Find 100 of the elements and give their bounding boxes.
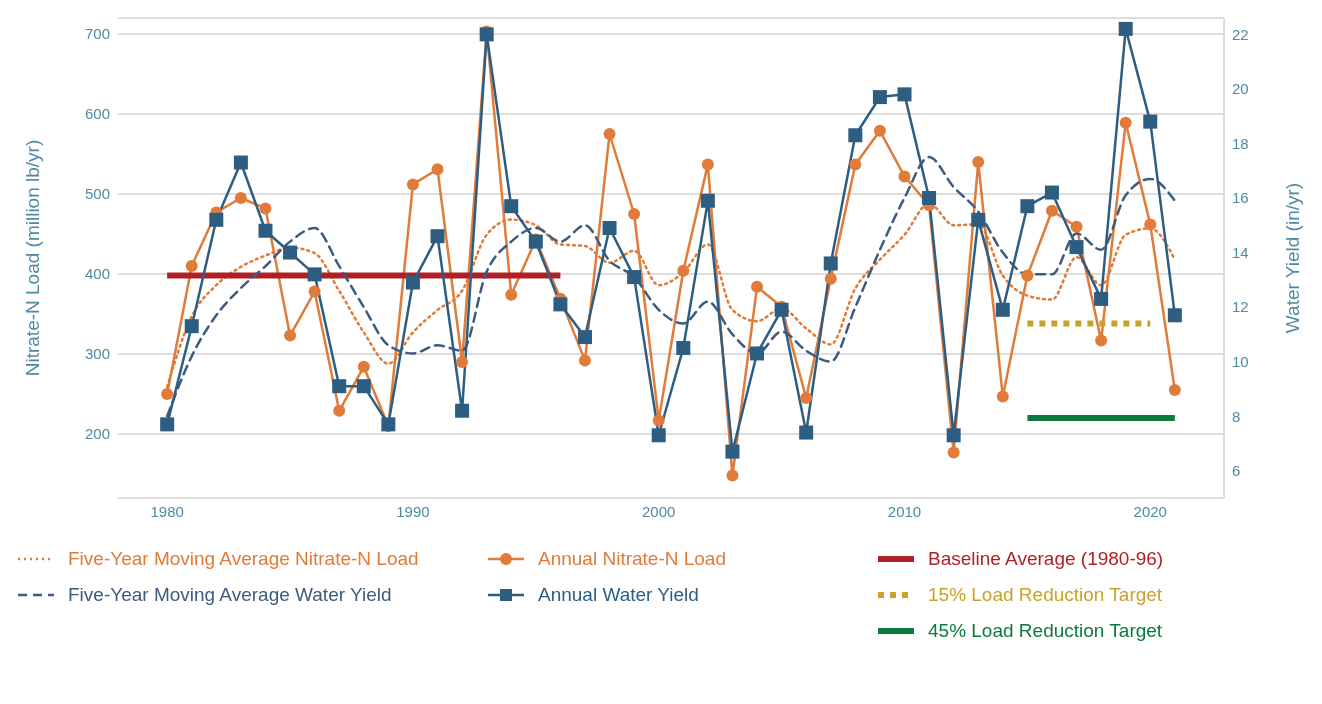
- point: [750, 346, 765, 361]
- point: [577, 330, 592, 345]
- y-tick-label: 700: [84, 25, 110, 43]
- y2-tick-label: 20: [1232, 80, 1249, 98]
- point: [603, 128, 616, 140]
- legend-label: 15% Load Reduction Target: [928, 584, 1163, 606]
- point: [185, 260, 198, 272]
- point: [234, 192, 247, 204]
- point: [651, 428, 666, 443]
- point: [430, 229, 445, 244]
- point: [161, 388, 174, 400]
- point: [922, 191, 937, 205]
- point: [504, 199, 519, 214]
- x-tick-label: 1990: [396, 502, 430, 520]
- point: [1069, 240, 1084, 255]
- y-tick-label: 500: [84, 185, 110, 203]
- legend-label: Five-Year Moving Average Nitrate-N Load: [68, 548, 419, 570]
- y2-axis-title: Water Yield (in/yr): [1281, 182, 1303, 334]
- point: [726, 469, 739, 482]
- point: [1094, 291, 1109, 306]
- y-tick-label: 300: [84, 345, 110, 363]
- point: [872, 90, 887, 105]
- point: [184, 319, 199, 334]
- point: [725, 444, 740, 459]
- point: [1119, 116, 1132, 129]
- y2-tick-label: 16: [1232, 189, 1249, 207]
- point: [1070, 220, 1083, 233]
- point: [701, 158, 714, 171]
- point: [751, 280, 764, 293]
- point: [405, 275, 420, 290]
- point: [848, 128, 863, 143]
- point: [700, 193, 715, 208]
- legend-label: Annual Nitrate-N Load: [538, 548, 726, 570]
- point: [849, 158, 862, 171]
- point: [578, 354, 591, 367]
- point: [431, 163, 444, 176]
- y-tick-label: 600: [84, 105, 110, 123]
- point: [553, 297, 568, 312]
- point: [627, 270, 642, 285]
- y2-tick-label: 22: [1232, 25, 1249, 43]
- y2-tick-label: 10: [1232, 352, 1249, 370]
- point: [1143, 114, 1158, 129]
- point: [628, 208, 641, 220]
- point: [258, 223, 273, 238]
- point: [972, 156, 985, 168]
- point: [677, 264, 690, 277]
- y2-tick-label: 12: [1232, 298, 1249, 316]
- y2-tick-label: 18: [1232, 134, 1249, 152]
- point: [1044, 185, 1059, 200]
- point: [1021, 269, 1034, 282]
- point: [160, 417, 175, 432]
- y2-tick-label: 14: [1232, 243, 1249, 261]
- point: [233, 155, 248, 170]
- point: [1045, 204, 1058, 217]
- point: [332, 379, 347, 394]
- point: [1095, 334, 1108, 347]
- point: [356, 379, 371, 394]
- point: [1020, 199, 1035, 214]
- legend-label: Five-Year Moving Average Water Yield: [68, 584, 392, 606]
- y-tick-label: 400: [84, 265, 110, 283]
- point: [284, 329, 297, 342]
- point: [652, 414, 665, 427]
- point: [800, 392, 813, 404]
- point: [1118, 21, 1133, 36]
- point: [505, 288, 518, 301]
- point: [479, 27, 494, 42]
- point: [799, 425, 814, 440]
- x-tick-label: 2020: [1133, 502, 1167, 520]
- point: [774, 302, 789, 317]
- point: [898, 170, 911, 183]
- point: [357, 360, 370, 373]
- point: [209, 212, 224, 227]
- point: [897, 87, 912, 102]
- y-tick-label: 200: [84, 425, 110, 443]
- point: [333, 404, 346, 417]
- point: [308, 285, 321, 298]
- y-axis-title: Nitrate-N Load (million lb/yr): [21, 139, 43, 377]
- legend-label: Annual Water Yield: [538, 584, 699, 606]
- legend-label: 45% Load Reduction Target: [928, 620, 1163, 642]
- legend-label: Baseline Average (1980-96): [928, 548, 1164, 570]
- point: [602, 221, 617, 235]
- point: [995, 302, 1010, 317]
- point: [823, 256, 838, 271]
- x-tick-label: 2000: [642, 502, 676, 520]
- point: [1167, 308, 1182, 323]
- point: [946, 428, 961, 443]
- point: [676, 341, 691, 355]
- point: [406, 178, 419, 191]
- point: [947, 446, 960, 459]
- y2-tick-label: 8: [1232, 407, 1241, 425]
- point: [971, 212, 986, 227]
- point: [455, 403, 470, 418]
- point: [259, 202, 272, 215]
- point: [456, 356, 469, 368]
- point: [283, 245, 298, 260]
- point: [873, 124, 886, 137]
- point: [1144, 218, 1157, 231]
- y2-tick-label: 6: [1232, 462, 1241, 480]
- point: [824, 272, 837, 285]
- point: [1168, 384, 1181, 396]
